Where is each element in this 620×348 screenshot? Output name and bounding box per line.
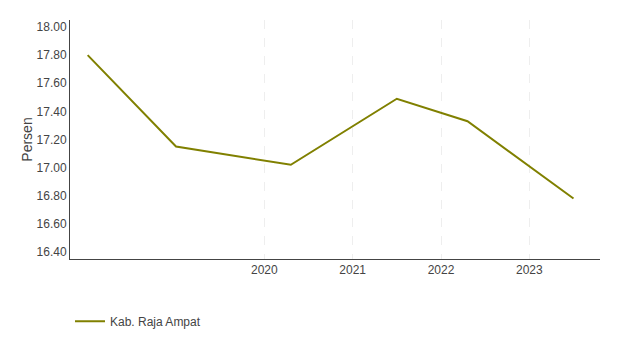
svg-text:2020: 2020 xyxy=(251,263,278,277)
svg-text:17.80: 17.80 xyxy=(37,48,67,62)
svg-text:17.20: 17.20 xyxy=(37,133,67,147)
svg-text:18.00: 18.00 xyxy=(37,20,67,34)
svg-text:16.60: 16.60 xyxy=(37,217,67,231)
svg-text:2021: 2021 xyxy=(339,263,366,277)
svg-text:17.00: 17.00 xyxy=(37,161,67,175)
svg-text:2022: 2022 xyxy=(428,263,455,277)
svg-text:16.80: 16.80 xyxy=(37,189,67,203)
svg-text:Persen: Persen xyxy=(19,117,35,161)
svg-text:17.60: 17.60 xyxy=(37,76,67,90)
svg-text:17.40: 17.40 xyxy=(37,105,67,119)
svg-text:16.40: 16.40 xyxy=(37,245,67,259)
svg-text:Kab. Raja Ampat: Kab. Raja Ampat xyxy=(110,315,201,329)
svg-text:2023: 2023 xyxy=(516,263,543,277)
